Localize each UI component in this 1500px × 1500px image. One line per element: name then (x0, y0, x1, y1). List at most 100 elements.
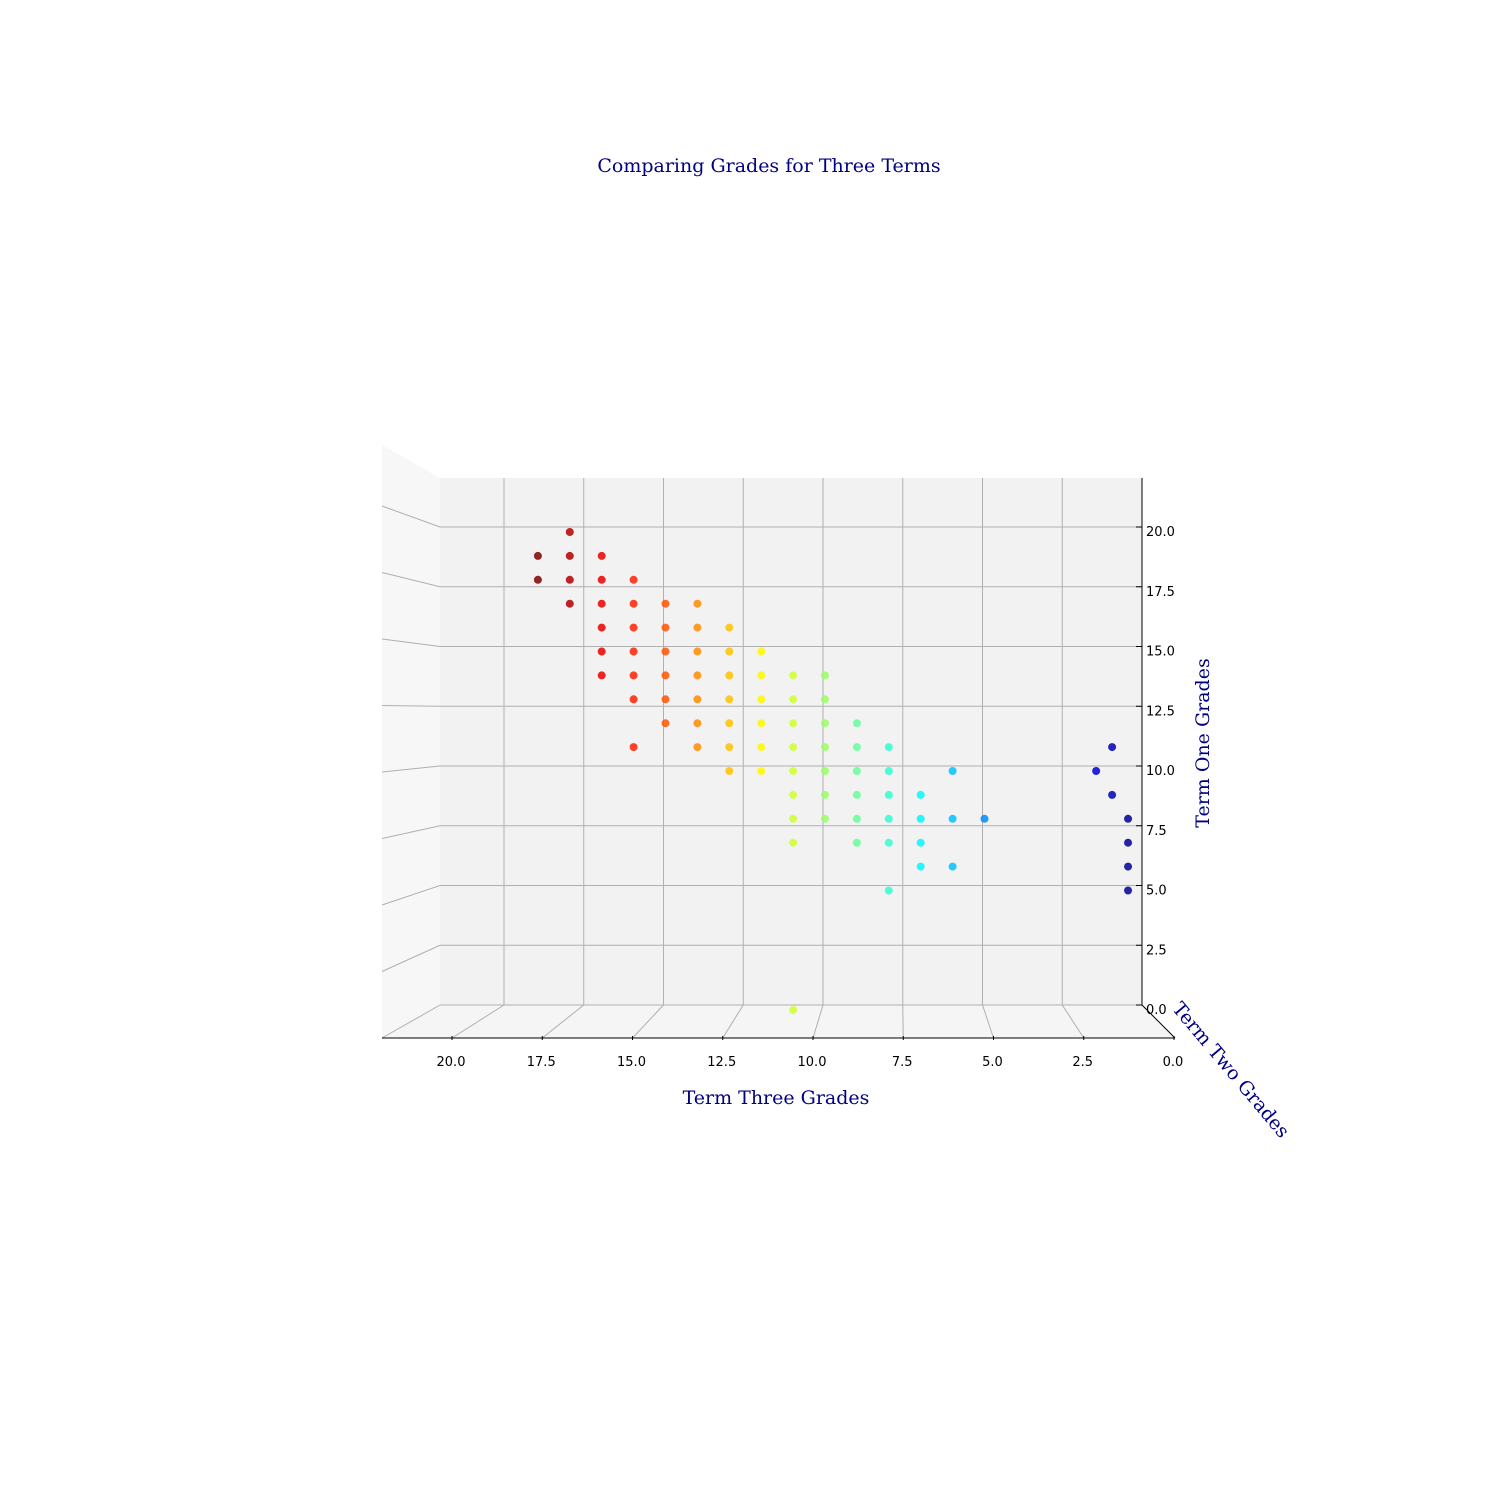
data-point (757, 695, 766, 704)
data-point (821, 695, 829, 704)
data-point (661, 695, 670, 704)
data-point (597, 671, 606, 680)
data-point (629, 671, 638, 680)
x-tick-labels: 20.0 17.5 15.0 12.5 10.0 7.5 5.0 2.5 0.0 (437, 1036, 1183, 1070)
data-point (852, 838, 861, 847)
data-point (597, 575, 606, 584)
data-point (757, 671, 766, 680)
grid-line-floor (982, 1004, 994, 1039)
data-point (693, 695, 702, 704)
data-point (821, 671, 829, 680)
data-point (789, 719, 798, 728)
data-point (725, 719, 734, 728)
data-point (597, 551, 606, 560)
data-point (789, 1006, 798, 1014)
x-tick-label: 10.0 (798, 1055, 827, 1070)
z-tick-label: 12.5 (1146, 704, 1175, 719)
x-tick-label: 17.5 (527, 1055, 556, 1070)
grid-line-side (381, 505, 441, 528)
data-point (948, 862, 957, 871)
data-point (661, 647, 670, 656)
data-point (1124, 862, 1133, 871)
y-axis-line (1141, 1004, 1176, 1039)
data-point (661, 599, 670, 608)
data-point (916, 838, 925, 847)
data-point (789, 743, 798, 752)
data-point (629, 647, 638, 656)
grid-line-side (381, 572, 441, 588)
data-point (821, 790, 829, 799)
grid-line-side (381, 705, 441, 707)
data-point (565, 551, 574, 560)
data-point (789, 790, 798, 799)
grid-line-side (381, 638, 441, 647)
data-point (565, 599, 574, 608)
z-tick-label: 20.0 (1146, 525, 1175, 540)
data-point (725, 671, 734, 680)
y-axis-label: Term Two Grades (1168, 998, 1294, 1142)
grid-line-side (381, 825, 441, 839)
data-point (789, 695, 798, 704)
z-tick-label: 0.0 (1146, 1003, 1167, 1018)
grid-line-floor (632, 1004, 664, 1039)
data-point (884, 838, 893, 847)
data-point (948, 814, 957, 823)
data-point (852, 814, 861, 823)
data-point (789, 671, 798, 680)
data-point (693, 671, 702, 680)
data-point (1092, 767, 1101, 775)
data-point (980, 814, 989, 823)
data-point (884, 767, 893, 775)
data-point (597, 647, 606, 656)
data-point (757, 647, 766, 656)
x-tick-label: 2.5 (1072, 1055, 1093, 1070)
data-point (565, 575, 574, 584)
data-point (821, 743, 829, 752)
data-point (725, 695, 734, 704)
grid-line-side (381, 765, 441, 773)
data-point (916, 862, 925, 871)
data-point (1124, 886, 1133, 895)
data-point (1108, 743, 1117, 752)
data-point (661, 623, 670, 632)
data-point (948, 767, 957, 775)
x-tick-label: 7.5 (892, 1055, 913, 1070)
z-tick-label: 15.0 (1146, 645, 1175, 660)
data-point (533, 551, 542, 560)
data-point (565, 528, 574, 536)
x-axis-label: Term Three Grades (683, 1087, 870, 1109)
data-point (789, 838, 798, 847)
data-point (693, 743, 702, 752)
data-point (629, 695, 638, 704)
data-point (757, 743, 766, 752)
x-tick-label: 15.0 (617, 1055, 646, 1070)
data-point (757, 767, 766, 775)
side-pane (382, 445, 440, 1038)
grid-line-floor (1061, 1004, 1085, 1039)
data-point (693, 719, 702, 728)
data-point (757, 719, 766, 728)
data-point (884, 790, 893, 799)
data-point (725, 743, 734, 752)
data-point (1124, 838, 1133, 847)
x-tick-label: 20.0 (437, 1055, 466, 1070)
data-point (661, 671, 670, 680)
data-points (533, 528, 1133, 1014)
data-point (629, 599, 638, 608)
grid-line-side (381, 944, 441, 972)
data-point (629, 575, 638, 584)
grid-line-floor (902, 1004, 904, 1039)
data-point (1124, 814, 1133, 823)
data-point (597, 623, 606, 632)
data-point (852, 790, 861, 799)
floor-pane (382, 1005, 1175, 1038)
data-point (629, 623, 638, 632)
axes (382, 478, 1176, 1039)
data-point (789, 767, 798, 775)
data-point (821, 814, 829, 823)
x-tick-label: 5.0 (982, 1055, 1003, 1070)
z-axis-label: Term One Grades (1192, 658, 1214, 827)
data-point (884, 886, 893, 895)
chart-title: Comparing Grades for Three Terms (597, 155, 940, 177)
